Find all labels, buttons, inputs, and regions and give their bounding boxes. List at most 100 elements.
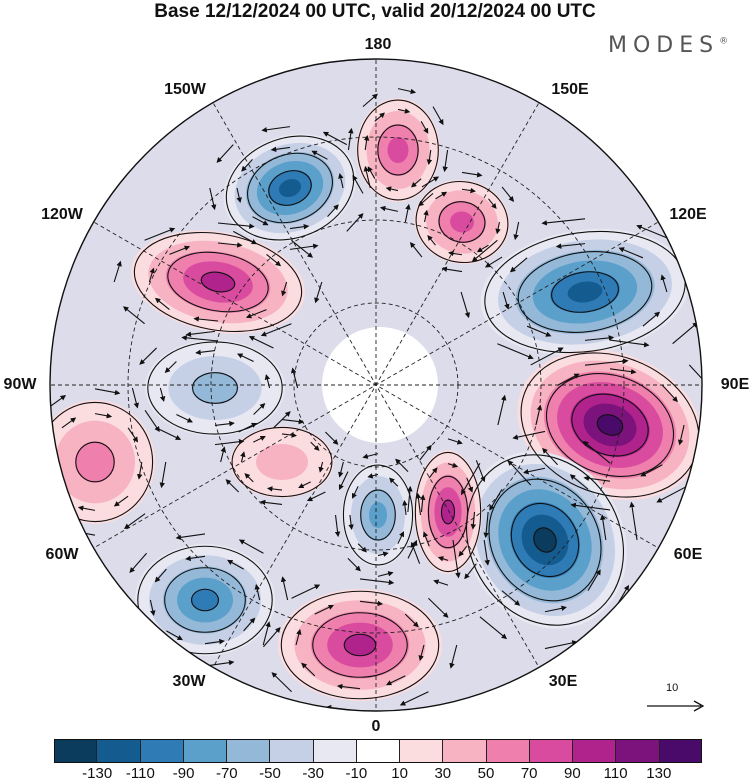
reference-vector-arrow [647, 700, 705, 712]
wind-arrow [460, 462, 481, 496]
wind-arrow [483, 511, 489, 539]
map-title: Base 12/12/2024 00 UTC, valid 20/12/2024… [154, 1, 596, 22]
wind-arrow [410, 178, 422, 188]
colorbar-swatch [97, 739, 141, 763]
longitude-label: 150W [164, 81, 206, 98]
wind-arrow [389, 477, 399, 487]
contour-ring [225, 135, 355, 241]
colorbar-tick-label: -130 [82, 765, 113, 782]
wind-arrow [526, 325, 552, 337]
wind-arrow [423, 209, 429, 223]
wind-arrow [154, 568, 167, 583]
wind-arrow [407, 539, 418, 559]
contour-ring [247, 152, 333, 224]
longitude-label: 30W [172, 673, 206, 690]
wind-arrow [497, 394, 507, 426]
wind-arrow [50, 395, 67, 411]
wind-arrow [700, 265, 702, 293]
wind-arrow [310, 441, 320, 451]
wind-arrow [656, 484, 690, 503]
wind-arrow [248, 336, 274, 349]
wind-arrow [362, 453, 379, 459]
wind-arrow [175, 533, 206, 541]
wind-arrow [338, 173, 344, 189]
longitude-label: 60E [673, 546, 703, 563]
longitude-label: 150E [551, 81, 589, 98]
colorbar-tick-label: 30 [434, 765, 452, 782]
pole-cap [322, 327, 438, 443]
colorbar-swatch [529, 739, 574, 763]
wind-arrow [281, 281, 288, 297]
wind-arrow [569, 474, 589, 490]
wind-arrow [359, 600, 384, 607]
wind-arrow [464, 563, 477, 580]
wind-arrow [144, 227, 176, 241]
modes-logo: MODES® [608, 33, 728, 58]
wind-arrow [243, 617, 256, 632]
wind-arrow [267, 486, 283, 492]
anomaly-level [256, 444, 308, 480]
wind-arrow [379, 205, 399, 212]
anomaly-level [75, 441, 115, 483]
wind-arrow [352, 174, 364, 194]
wind-arrow [271, 672, 292, 693]
contour-ring [192, 372, 238, 404]
colorbar-swatch [313, 739, 357, 763]
wind-arrow [127, 427, 139, 443]
contour-ring [191, 588, 219, 612]
wind-arrow [385, 186, 399, 192]
contour-ring [377, 124, 419, 176]
longitude-label: 60W [45, 546, 79, 563]
wind-arrow [240, 451, 246, 463]
wind-arrow [404, 613, 419, 628]
center-0-inner-fill [342, 463, 414, 567]
wind-arrow [311, 150, 328, 160]
wind-arrow [193, 316, 219, 322]
meridian-line [89, 219, 663, 551]
longitude-label: 30E [548, 673, 578, 690]
wind-arrow [530, 347, 564, 366]
wind-arrow [306, 491, 326, 502]
wind-arrow [301, 662, 316, 677]
wind-arrow [129, 552, 148, 573]
colorbar-swatch [270, 739, 314, 763]
contour-ring [440, 499, 456, 525]
wind-arrow [677, 424, 685, 446]
wind-arrow [363, 135, 370, 151]
wind-arrow [600, 514, 607, 541]
wind-arrow [77, 505, 96, 511]
contour-ring [167, 251, 269, 313]
wind-arrow [395, 458, 409, 472]
wind-arrow [31, 493, 45, 514]
wind-arrow [385, 675, 406, 686]
wind-arrow [318, 461, 324, 473]
contour-ring [360, 489, 396, 541]
wind-arrow [542, 447, 559, 466]
wind-arrow [357, 543, 367, 553]
wind-arrow [584, 335, 615, 341]
anomaly-level [596, 414, 624, 436]
contour-ring [343, 633, 377, 657]
wind-arrow [672, 322, 699, 345]
wind-arrow [397, 108, 411, 114]
wind-arrow [618, 247, 644, 259]
wind-arrow [415, 492, 422, 516]
wind-arrow [217, 242, 243, 248]
colorbar-tick-label: -110 [125, 765, 155, 782]
longitude-label: 90E [720, 376, 750, 393]
wind-arrow [501, 186, 515, 202]
wind-arrow [148, 267, 155, 283]
contour-ring [415, 180, 509, 264]
wind-arrow [314, 604, 335, 615]
colorbar-tick-label: 70 [520, 765, 538, 782]
contour-ring [357, 99, 439, 201]
colorbar-swatch [183, 739, 228, 763]
colorbar-tick-label: 90 [564, 765, 581, 782]
colorbar-swatch [227, 739, 271, 763]
contour-ring [596, 414, 624, 436]
wind-arrow [51, 481, 63, 497]
colorbar-swatch [573, 739, 617, 763]
anomaly-level [450, 211, 474, 233]
wind-arrow [204, 638, 225, 645]
wind-arrow [402, 500, 408, 516]
